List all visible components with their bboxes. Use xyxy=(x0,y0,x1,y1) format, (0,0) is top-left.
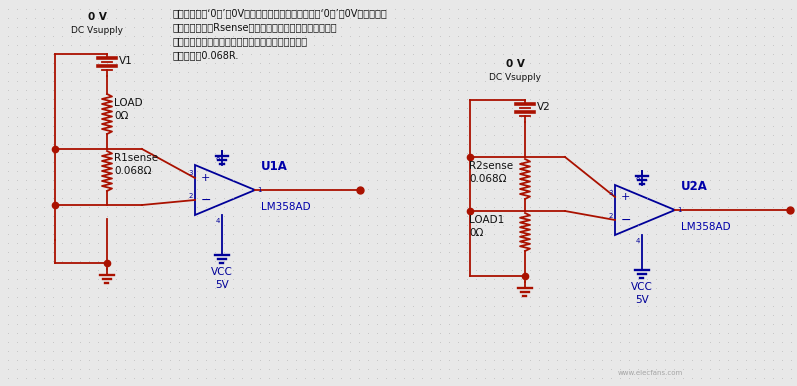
Text: U1A: U1A xyxy=(261,160,288,173)
Text: R1sense: R1sense xyxy=(114,153,158,163)
Text: 以减少损耗（功率大以保证工作时电阻发热不损坏）: 以减少损耗（功率大以保证工作时电阻发热不损坏） xyxy=(173,36,308,46)
Text: 8: 8 xyxy=(635,175,640,181)
Text: 2: 2 xyxy=(189,193,193,199)
Text: +: + xyxy=(201,173,210,183)
Text: 3: 3 xyxy=(608,190,613,196)
Text: 8: 8 xyxy=(215,155,220,161)
Text: 5V: 5V xyxy=(215,280,229,290)
Text: 0.068Ω: 0.068Ω xyxy=(114,166,151,176)
Text: LM358AD: LM358AD xyxy=(681,222,731,232)
Text: 5V: 5V xyxy=(635,295,649,305)
Text: 0 V: 0 V xyxy=(88,12,107,22)
Text: −: − xyxy=(621,213,631,227)
Text: U2A: U2A xyxy=(681,180,708,193)
Text: LOAD: LOAD xyxy=(114,98,143,108)
Text: 0Ω: 0Ω xyxy=(469,228,483,238)
Text: 0Ω: 0Ω xyxy=(114,111,128,121)
Text: −: − xyxy=(201,193,211,207)
Text: 1: 1 xyxy=(257,187,261,193)
Text: DC Vsupply: DC Vsupply xyxy=(71,26,123,35)
Text: VCC: VCC xyxy=(631,282,653,292)
Text: 2: 2 xyxy=(609,213,613,219)
Text: 4: 4 xyxy=(216,218,220,224)
Text: LOAD1: LOAD1 xyxy=(469,215,505,225)
Text: 0 V: 0 V xyxy=(505,59,524,69)
Text: 1: 1 xyxy=(677,207,681,213)
Text: LM358AD: LM358AD xyxy=(261,202,311,212)
Text: V1: V1 xyxy=(119,56,133,66)
Text: 忽略负载电阻‘0欧’和0V字样。由于软件关系，无法把‘0欧’和0V字样去掉。: 忽略负载电阻‘0欧’和0V字样。由于软件关系，无法把‘0欧’和0V字样去掉。 xyxy=(173,8,388,18)
Text: www.elecfans.com: www.elecfans.com xyxy=(618,370,683,376)
Text: VCC: VCC xyxy=(211,267,233,277)
Text: 作电流检测电阻Rsense应该选择足够小（功率要大点）。: 作电流检测电阻Rsense应该选择足够小（功率要大点）。 xyxy=(173,22,338,32)
Text: DC Vsupply: DC Vsupply xyxy=(489,73,541,82)
Text: 3: 3 xyxy=(189,170,193,176)
Text: 0.068Ω: 0.068Ω xyxy=(469,174,507,184)
Text: 这里选择为0.068R.: 这里选择为0.068R. xyxy=(173,50,239,60)
Text: 4: 4 xyxy=(636,238,640,244)
Text: V2: V2 xyxy=(537,102,551,112)
Text: +: + xyxy=(621,192,630,202)
Text: R2sense: R2sense xyxy=(469,161,513,171)
